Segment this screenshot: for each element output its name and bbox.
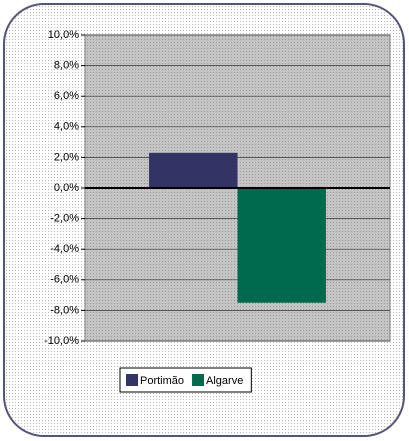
y-tick-label: 4,0% bbox=[54, 121, 79, 133]
bar bbox=[149, 152, 238, 188]
y-tick-label: -6,0% bbox=[50, 274, 79, 286]
y-tick-label: 8,0% bbox=[54, 60, 79, 72]
y-tick-label: 0,0% bbox=[54, 182, 79, 194]
legend-swatch bbox=[126, 374, 138, 386]
y-tick-label: -10,0% bbox=[44, 335, 79, 347]
y-tick-label: 2,0% bbox=[54, 151, 79, 163]
legend-label: Portimão bbox=[140, 375, 184, 387]
bar bbox=[237, 188, 326, 303]
legend-label: Algarve bbox=[206, 375, 243, 387]
y-tick-label: 6,0% bbox=[54, 90, 79, 102]
y-tick-label: 10,0% bbox=[48, 29, 79, 41]
y-tick-label: -2,0% bbox=[50, 213, 79, 225]
legend-box bbox=[119, 367, 252, 393]
legend-swatch bbox=[192, 374, 205, 386]
y-tick-label: -4,0% bbox=[50, 243, 79, 255]
y-tick-label: -8,0% bbox=[50, 304, 79, 316]
